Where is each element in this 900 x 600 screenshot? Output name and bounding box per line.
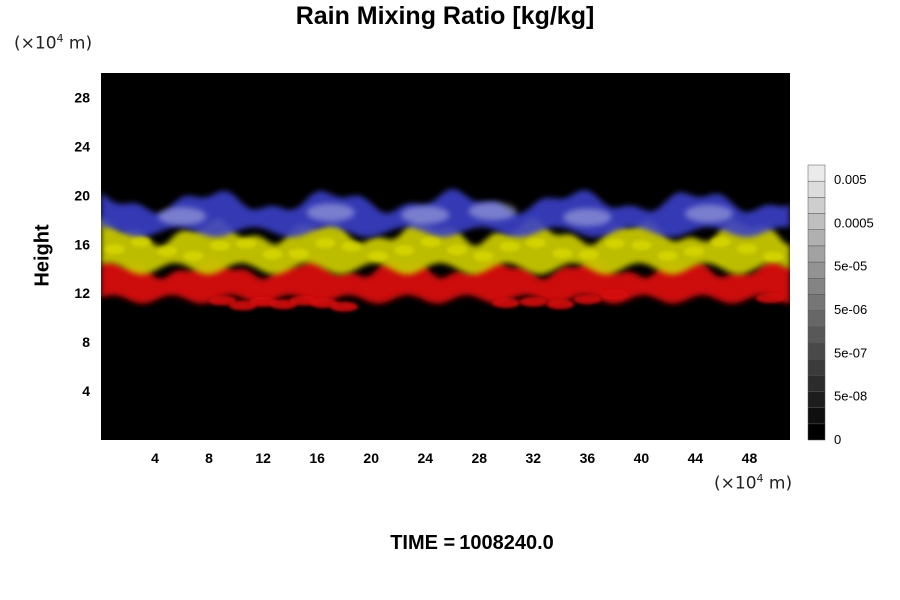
x-tick-label: 32 — [526, 450, 542, 466]
x-axis-unit: (×104 m) — [714, 472, 793, 494]
colorbar-label: 0 — [834, 432, 841, 447]
rain-blob-12 — [755, 293, 784, 304]
yellow-streak-12 — [420, 236, 441, 247]
colorbar-label: 5e-06 — [834, 302, 867, 317]
x-tick-label: 20 — [363, 450, 379, 466]
colorbar-swatch — [807, 310, 826, 328]
y-tick-label: 12 — [74, 285, 90, 301]
rain-layer-yellow — [101, 217, 790, 275]
yellow-streak-14 — [473, 251, 494, 262]
colorbar-swatch — [807, 213, 826, 230]
colorbar-label: 5e-07 — [834, 345, 867, 360]
yellow-streak-4 — [209, 240, 230, 251]
yellow-streak-25 — [763, 251, 784, 262]
x-tick-label: 16 — [309, 450, 325, 466]
colorbar-swatch — [807, 423, 826, 441]
yellow-streak-21 — [657, 250, 678, 261]
colorbar-swatch — [807, 375, 826, 392]
colorbar-swatch — [807, 358, 826, 376]
yellow-streak-9 — [341, 241, 362, 252]
x-tick-label: 4 — [151, 450, 159, 466]
yellow-streak-1 — [130, 236, 151, 247]
rain-field — [101, 188, 790, 312]
yellow-streak-20 — [631, 240, 652, 251]
yellow-streak-8 — [315, 237, 336, 248]
y-tick-label: 16 — [74, 236, 90, 252]
yellow-streak-11 — [394, 245, 415, 256]
colorbar-swatch — [807, 342, 826, 360]
time-stamp: TIME = 1008240.0 — [390, 532, 554, 554]
upper-highlight-3 — [468, 202, 517, 221]
yellow-streak-2 — [157, 246, 178, 257]
colorbar: 0.005 0.0005 5e-05 5e-06 5e-07 5e-08 0 — [807, 164, 874, 447]
x-tick-label: 36 — [580, 450, 596, 466]
yellow-streak-15 — [499, 241, 520, 252]
yellow-streak-17 — [552, 248, 573, 259]
yellow-streak-7 — [288, 248, 309, 259]
yellow-streak-19 — [605, 238, 626, 249]
x-tick-label: 24 — [417, 450, 433, 466]
rain-blob-8 — [519, 296, 548, 307]
colorbar-swatch — [807, 261, 826, 279]
yellow-streak-16 — [526, 237, 547, 248]
colorbar-label: 0.0005 — [834, 215, 874, 230]
y-tick-label: 24 — [74, 138, 90, 154]
upper-highlight-0 — [158, 207, 207, 226]
rain-blob-9 — [546, 299, 575, 310]
yellow-streak-3 — [183, 250, 204, 261]
x-tick-label: 40 — [634, 450, 650, 466]
colorbar-swatch — [807, 391, 826, 408]
yellow-streak-5 — [236, 238, 257, 249]
rain-blob-10 — [573, 294, 602, 305]
colorbar-swatch — [807, 277, 826, 295]
rain-blob-7 — [492, 297, 521, 308]
colorbar-swatch — [807, 294, 826, 311]
colorbar-label: 5e-05 — [834, 259, 867, 274]
colorbar-swatch — [807, 407, 826, 425]
chart-title: Rain Mixing Ratio [kg/kg] — [295, 2, 595, 30]
colorbar-swatch — [807, 180, 826, 198]
yellow-streak-18 — [578, 249, 599, 260]
yellow-streak-23 — [710, 236, 731, 247]
yellow-streak-10 — [367, 251, 388, 262]
yellow-streak-6 — [262, 249, 283, 260]
y-axis-unit: (×104 m) — [14, 32, 93, 54]
upper-highlight-5 — [684, 204, 733, 223]
colorbar-label: 0.005 — [834, 172, 867, 187]
yellow-streak-13 — [446, 244, 467, 255]
yellow-streak-24 — [736, 243, 757, 254]
rain-blob-0 — [208, 295, 237, 306]
rain-blob-11 — [600, 289, 629, 300]
x-tick-label: 8 — [205, 450, 213, 466]
upper-highlight-2 — [401, 205, 450, 224]
x-axis-ticks: 4 8 12 16 20 24 28 32 36 40 44 48 — [151, 450, 757, 466]
upper-highlight-1 — [306, 203, 355, 222]
yellow-streak-22 — [684, 246, 705, 257]
x-tick-label: 44 — [688, 450, 704, 466]
x-tick-label: 12 — [255, 450, 271, 466]
yellow-streak-0 — [104, 244, 125, 255]
y-tick-label: 20 — [74, 187, 90, 203]
x-tick-label: 48 — [742, 450, 758, 466]
colorbar-swatch — [807, 229, 826, 247]
rain-blob-6 — [330, 301, 359, 312]
colorbar-swatch — [807, 326, 826, 344]
upper-highlight-4 — [563, 208, 612, 227]
y-axis-ticks: 4 8 12 16 20 24 28 — [74, 89, 90, 399]
x-tick-label: 28 — [471, 450, 487, 466]
y-tick-label: 8 — [82, 334, 90, 350]
y-tick-label: 4 — [82, 383, 90, 399]
y-tick-label: 28 — [74, 89, 90, 105]
colorbar-label: 5e-08 — [834, 389, 867, 404]
colorbar-swatch — [807, 245, 826, 263]
colorbar-swatch — [807, 197, 826, 214]
colorbar-swatch — [807, 164, 826, 182]
